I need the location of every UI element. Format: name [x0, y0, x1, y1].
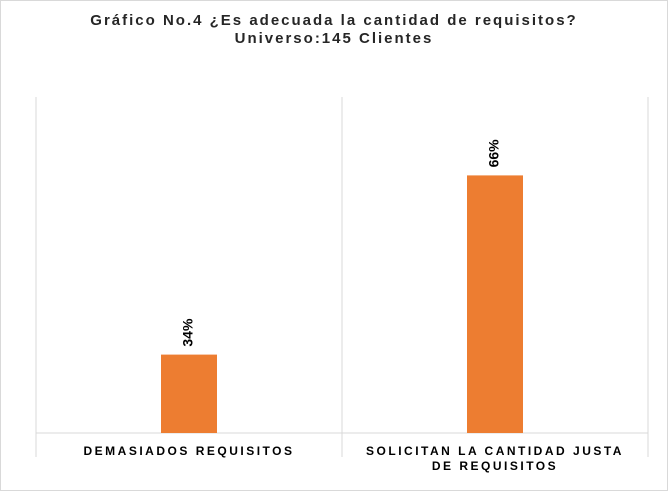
data-label: 34% [180, 318, 196, 347]
x-tick-label: SOLICITAN LA CANTIDAD JUSTA DE REQUISITO… [366, 444, 624, 473]
chart-title: Gráfico No.4 ¿Es adecuada la cantidad de… [90, 12, 578, 47]
data-label: 66% [486, 139, 502, 168]
bar [161, 354, 217, 433]
bar [467, 175, 523, 433]
x-tick-label: DEMASIADOS REQUISITOS [83, 444, 295, 458]
